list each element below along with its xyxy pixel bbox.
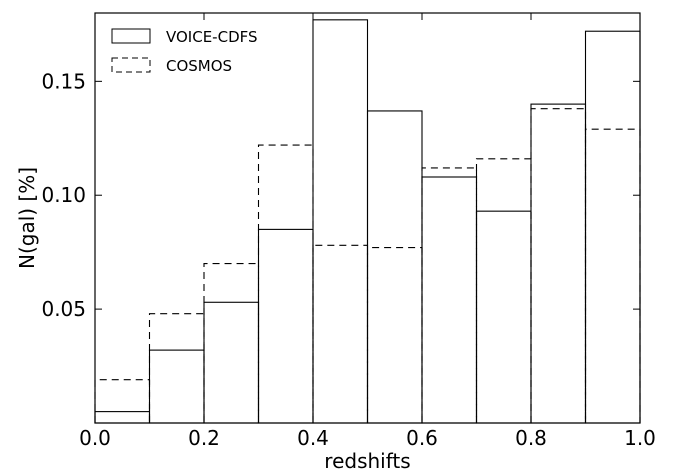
bar-cosmos xyxy=(421,167,478,423)
bar-voice-cdfs xyxy=(257,228,314,424)
bar-cosmos xyxy=(148,313,205,423)
legend-swatch-cosmos xyxy=(111,57,151,73)
bar-voice-cdfs xyxy=(148,349,205,424)
bar-cosmos xyxy=(203,263,260,423)
x-tick-label: 0.0 xyxy=(79,426,111,450)
x-tick-label: 1.0 xyxy=(624,426,656,450)
x-tick-label: 0.6 xyxy=(406,426,438,450)
x-tick-label: 0.2 xyxy=(188,426,220,450)
bar-voice-cdfs xyxy=(584,30,641,424)
bar-cosmos xyxy=(584,128,641,423)
y-tick-label: 0.05 xyxy=(41,297,86,321)
bar-cosmos xyxy=(94,379,151,423)
plot-frame xyxy=(94,12,641,424)
bar-voice-cdfs xyxy=(421,176,478,424)
bar-voice-cdfs xyxy=(203,301,260,424)
bar-voice-cdfs xyxy=(530,103,587,424)
bar-voice-cdfs xyxy=(94,411,151,424)
bar-cosmos xyxy=(530,108,587,423)
x-axis-label: redshifts xyxy=(324,449,410,470)
y-axis: 0.05 0.10 0.15 xyxy=(41,69,640,321)
bar-cosmos xyxy=(366,247,423,423)
bar-voice-cdfs xyxy=(312,19,369,424)
y-tick-label: 0.10 xyxy=(41,183,86,207)
bar-cosmos xyxy=(257,144,314,423)
x-tick-label: 0.8 xyxy=(515,426,547,450)
bar-voice-cdfs xyxy=(475,210,532,424)
bar-cosmos xyxy=(475,158,532,423)
x-axis: 0.0 0.2 0.4 0.6 0.8 1.0 xyxy=(79,13,656,450)
y-axis-label: N(gal) [%] xyxy=(15,167,39,269)
legend-swatch-voice-cdfs xyxy=(111,28,151,44)
y-tick-label: 0.15 xyxy=(41,69,86,93)
legend-label-voice-cdfs: VOICE-CDFS xyxy=(166,28,258,46)
bar-cosmos xyxy=(312,244,369,423)
legend: VOICE-CDFS COSMOS xyxy=(111,28,258,75)
x-tick-label: 0.4 xyxy=(297,426,329,450)
bar-voice-cdfs xyxy=(366,110,423,424)
legend-label-cosmos: COSMOS xyxy=(166,57,232,75)
